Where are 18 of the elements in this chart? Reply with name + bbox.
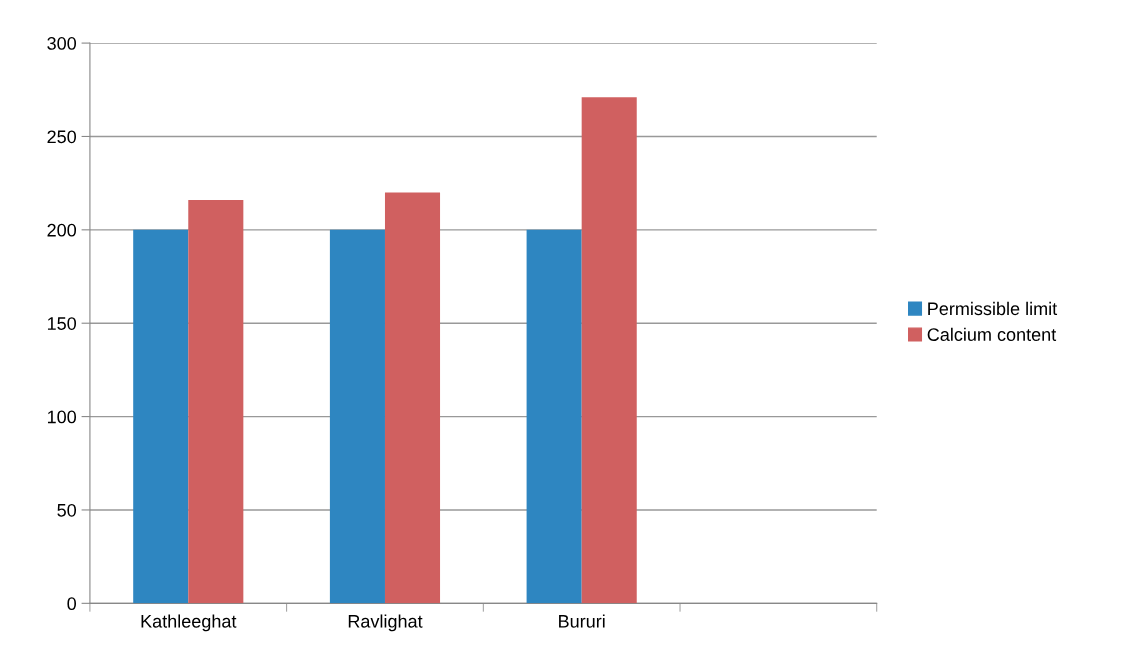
y-tick-label: 50 (57, 503, 77, 517)
bar (188, 199, 244, 604)
bar (384, 192, 441, 604)
y-tick-label: 300 (47, 37, 77, 50)
y-tick-label: 250 (47, 130, 77, 144)
bar (133, 229, 189, 604)
bar (526, 229, 582, 604)
legend-label: Calcium content (927, 327, 1057, 341)
y-tick-label: 0 (67, 597, 77, 611)
bar (581, 97, 637, 604)
x-tick-label: Ravlighat (348, 614, 423, 632)
x-tick-label: Bururi (559, 614, 605, 628)
y-tick-label: 100 (47, 410, 77, 424)
x-tick-label: Kathleeghat (141, 614, 237, 632)
bar (329, 229, 385, 604)
y-tick-label: 150 (47, 317, 77, 330)
y-tick-label: 200 (47, 223, 77, 237)
legend-label: Permissible limit (928, 301, 1058, 316)
